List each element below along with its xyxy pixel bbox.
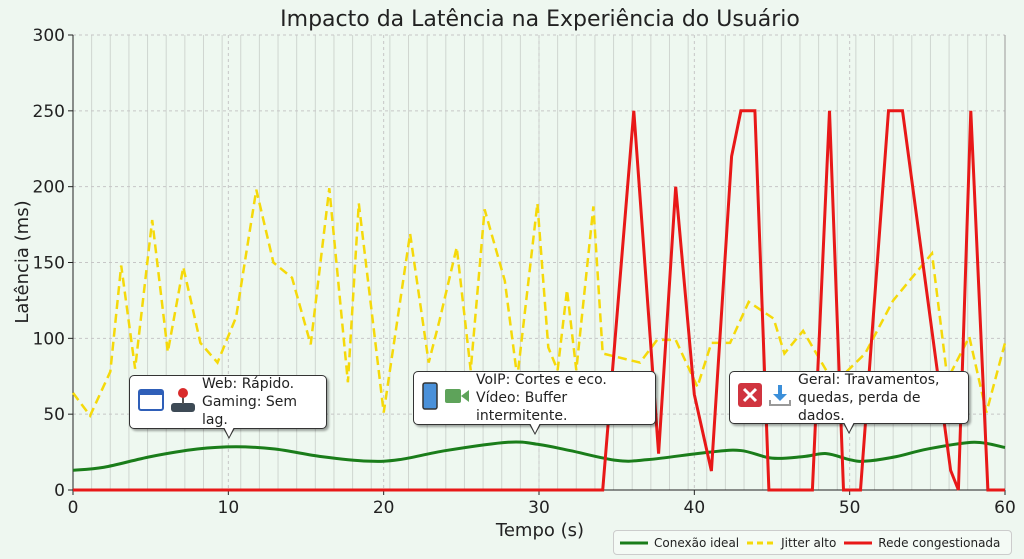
y-tick-label: 250 (33, 102, 65, 122)
callout-line: Web: Rápido. (202, 376, 295, 392)
callout-line: Geral: Travamentos, (798, 371, 940, 388)
video-camera-icon (444, 386, 470, 411)
series-high-jitter (72, 188, 1007, 419)
x-tick-label: 0 (68, 498, 79, 518)
error-x-icon (738, 383, 762, 412)
joystick-icon (170, 387, 196, 418)
y-tick-label: 50 (43, 405, 65, 425)
callout-voip-video: VoIP: Cortes e eco. Vídeo: Buffer interm… (413, 371, 656, 435)
legend: Conexão ideal Jitter alto Rede congestio… (613, 530, 1012, 555)
callout-line: Gaming: Sem lag. (202, 394, 298, 428)
x-tick-label: 50 (839, 498, 861, 518)
series-lines (72, 109, 1007, 492)
x-tick-label: 40 (684, 498, 706, 518)
download-icon (768, 383, 792, 412)
legend-label: Conexão ideal (654, 535, 740, 550)
callout-web-gaming: Web: Rápido. Gaming: Sem lag. (129, 375, 327, 439)
legend-item-jitter: Jitter alto (747, 536, 836, 550)
x-tick-label: 20 (373, 498, 395, 518)
series-congested-network (73, 109, 1005, 492)
y-tick-label: 150 (33, 254, 65, 274)
callout-line: VoIP: Cortes e eco. (476, 372, 607, 388)
y-axis-label: Latência (ms) (12, 200, 33, 323)
x-axis-label: Tempo (s) (495, 520, 584, 541)
callout-line: quedas, perda de dados. (798, 389, 921, 424)
y-tick-label: 200 (33, 178, 65, 198)
y-tick-label: 100 (33, 329, 65, 349)
chart-title: Impacto da Latência na Experiência do Us… (280, 7, 800, 32)
legend-label: Rede congestionada (878, 535, 1001, 550)
x-tick-label: 60 (994, 498, 1016, 518)
x-tick-label: 10 (218, 498, 240, 518)
callout-general: Geral: Travamentos, quedas, perda de dad… (729, 371, 969, 434)
y-tick-label: 300 (33, 26, 65, 46)
x-tick-label: 30 (528, 498, 550, 518)
y-tick-label: 0 (54, 481, 65, 501)
callout-line: Vídeo: Buffer intermitente. (476, 390, 568, 424)
smartphone-icon (422, 381, 438, 415)
legend-item-ideal: Conexão ideal (620, 536, 739, 550)
legend-item-congested: Rede congestionada (844, 536, 1000, 550)
browser-window-icon (138, 388, 164, 416)
legend-label: Jitter alto (781, 535, 837, 550)
